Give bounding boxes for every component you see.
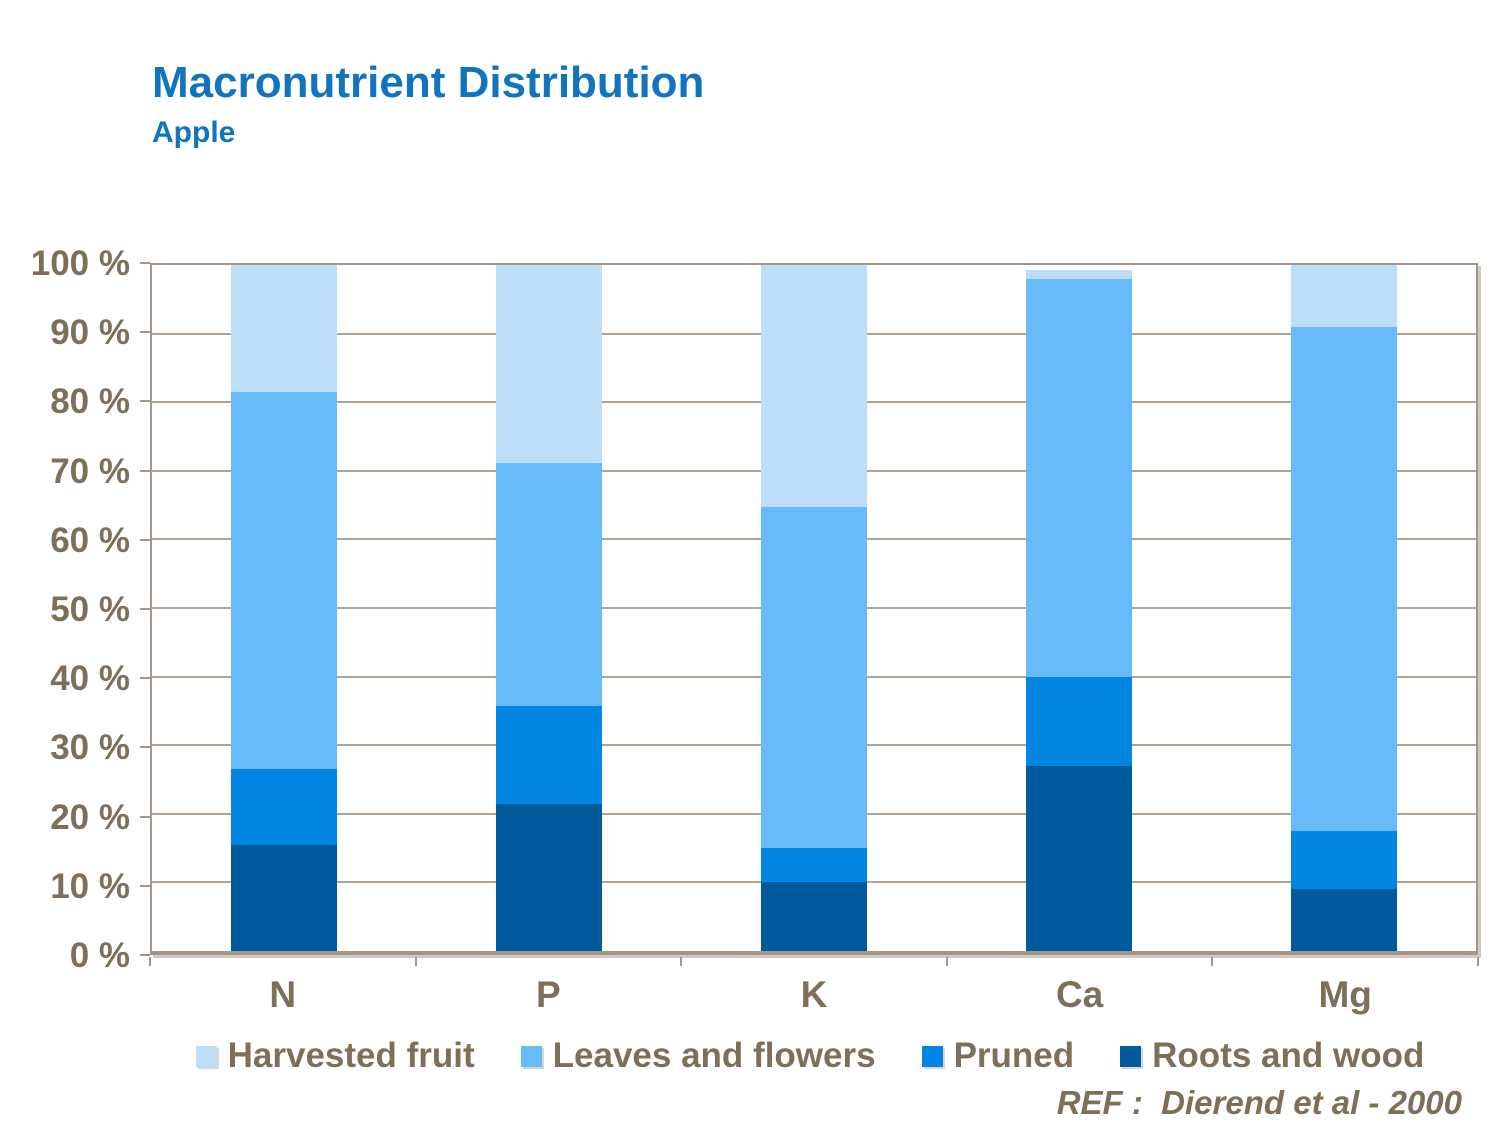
bar-segment-Mg-pruned — [1290, 830, 1397, 890]
y-axis-label-60%: 60 % — [50, 520, 130, 560]
y-axis-tick — [140, 815, 150, 818]
y-axis-tick — [140, 538, 150, 541]
bar-segment-N-roots-and-wood — [231, 844, 338, 951]
bar-segment-Ca-roots-and-wood — [1025, 765, 1132, 951]
legend-swatch-icon — [1120, 1045, 1142, 1067]
legend-swatch-icon — [921, 1045, 943, 1067]
x-axis-tick — [945, 957, 948, 966]
y-axis-label-50%: 50 % — [50, 590, 130, 629]
title-block: Macronutrient Distribution Apple — [152, 58, 704, 150]
bar-segment-P-roots-and-wood — [496, 803, 603, 951]
y-axis-tick — [140, 262, 150, 264]
reference-text: REF : Dierend et al - 2000 — [1056, 1084, 1462, 1121]
y-axis-label-40%: 40 % — [50, 659, 130, 699]
x-axis-label-K: K — [800, 974, 828, 1015]
bar-segment-Mg-roots-and-wood — [1290, 889, 1397, 951]
legend-label: Leaves and flowers — [552, 1036, 876, 1075]
x-axis-label-Ca: Ca — [1055, 974, 1104, 1015]
y-axis-tick — [140, 954, 150, 956]
bar-segment-K-harvested-fruit — [761, 265, 867, 508]
y-axis-label-20%: 20 % — [50, 797, 130, 837]
legend-item-roots-and-wood: Roots and wood — [1120, 1036, 1424, 1076]
bar-slot-K — [682, 265, 947, 951]
x-axis-tick — [680, 957, 683, 966]
bar-segment-P-harvested-fruit — [496, 265, 603, 463]
bar-Ca — [1025, 265, 1132, 951]
y-axis-tick — [140, 469, 150, 472]
y-axis-label-70%: 70 % — [50, 451, 130, 491]
y-axis-label-30%: 30 % — [50, 728, 130, 768]
y-axis-tick — [140, 331, 150, 334]
bar-segment-Ca-leaves-and-flowers — [1025, 278, 1132, 677]
y-axis-label-100%: 100 % — [30, 244, 130, 283]
bar-slot-N — [152, 265, 417, 951]
legend-item-harvested-fruit: Harvested fruit — [195, 1036, 475, 1076]
legend-swatch-icon — [195, 1045, 217, 1067]
x-axis-label-Mg: Mg — [1318, 974, 1372, 1015]
y-axis-tick — [140, 400, 150, 403]
bar-slot-P — [417, 265, 682, 951]
chart-plot-area — [150, 263, 1478, 955]
y-axis-tick — [140, 677, 150, 680]
bar-segment-P-pruned — [496, 706, 603, 804]
chart-legend: Harvested fruit Leaves and flowers Pruned R… — [140, 1036, 1480, 1076]
bar-segment-K-pruned — [761, 848, 867, 883]
x-axis-label-P: P — [536, 974, 561, 1015]
y-axis-tick — [140, 746, 150, 749]
y-axis-label-0%: 0 % — [69, 936, 130, 975]
page-subtitle: Apple — [152, 116, 236, 149]
bar-K — [761, 265, 867, 951]
y-axis-label-90%: 90 % — [50, 313, 130, 353]
bar-segment-K-roots-and-wood — [761, 882, 867, 951]
x-axis-tick — [414, 957, 417, 966]
legend-swatch-icon — [520, 1045, 542, 1067]
bar-segment-Mg-harvested-fruit — [1290, 265, 1397, 327]
y-axis-label-80%: 80 % — [50, 382, 130, 422]
bar-segment-N-harvested-fruit — [231, 265, 338, 392]
x-axis-label-N: N — [269, 974, 297, 1015]
bar-segment-N-pruned — [231, 769, 338, 845]
x-axis-tick — [149, 957, 151, 966]
bar-P — [496, 265, 603, 951]
y-axis-tick — [140, 884, 150, 887]
legend-label: Pruned — [953, 1036, 1075, 1075]
legend-item-leaves-and-flowers: Leaves and flowers — [520, 1036, 876, 1076]
bar-segment-K-leaves-and-flowers — [761, 507, 867, 849]
legend-item-pruned: Pruned — [921, 1036, 1075, 1076]
x-axis-tick — [1211, 957, 1214, 966]
bar-slot-Mg — [1211, 265, 1476, 951]
y-axis-tick — [140, 608, 150, 610]
page-title: Macronutrient Distribution — [152, 58, 705, 107]
bar-N — [231, 265, 338, 951]
legend-label: Harvested fruit — [227, 1036, 475, 1075]
bar-segment-Ca-harvested-fruit — [1025, 269, 1132, 279]
bar-Mg — [1290, 265, 1397, 951]
bar-slot-Ca — [946, 265, 1211, 951]
bar-segment-Ca-pruned — [1025, 676, 1132, 766]
x-axis-tick — [1477, 957, 1479, 966]
y-axis-label-10%: 10 % — [50, 866, 130, 906]
bar-segment-N-leaves-and-flowers — [231, 391, 338, 770]
bar-segment-Mg-leaves-and-flowers — [1290, 326, 1397, 831]
bar-segment-P-leaves-and-flowers — [496, 462, 603, 707]
legend-label: Roots and wood — [1152, 1036, 1425, 1075]
